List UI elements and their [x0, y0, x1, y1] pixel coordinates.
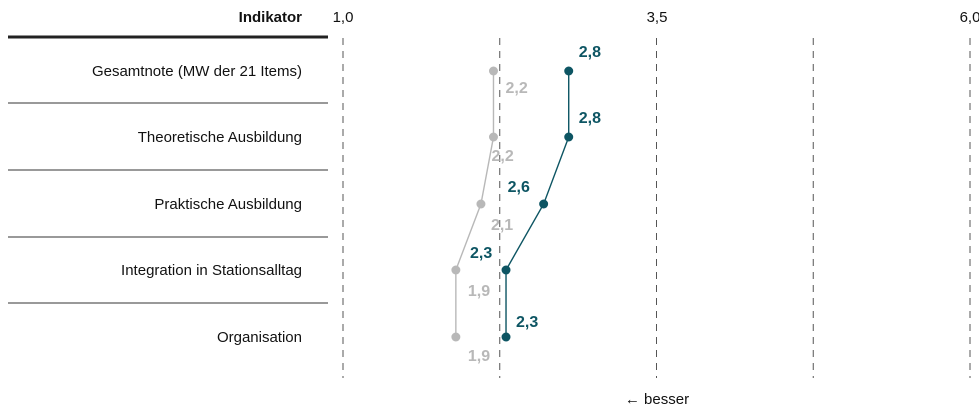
- series-grey: [451, 66, 498, 342]
- header-indikator: Indikator: [239, 9, 303, 26]
- data-point: [564, 132, 574, 142]
- x-tick-label-min: 1,0: [333, 9, 354, 26]
- data-label: 2,8: [579, 44, 601, 61]
- x-tick-label-mid: 3,5: [647, 9, 668, 26]
- data-label: 2,6: [508, 179, 530, 196]
- category-label: Integration in Stationsalltag: [121, 262, 302, 279]
- data-point: [488, 66, 498, 76]
- better-direction-note: ← besser: [625, 391, 689, 408]
- data-label: 2,1: [491, 217, 513, 234]
- data-label: 2,2: [505, 80, 527, 97]
- gridlines: [342, 38, 971, 378]
- data-label: 2,8: [579, 110, 601, 127]
- row-labels: Gesamtnote (MW der 21 Items) Theoretische…: [8, 63, 328, 346]
- x-tick-label-max: 6,0: [960, 9, 979, 26]
- category-label: Theoretische Ausbildung: [138, 129, 302, 146]
- data-point: [539, 199, 549, 209]
- data-point: [501, 332, 511, 342]
- data-point: [451, 332, 461, 342]
- data-label: 1,9: [468, 348, 490, 365]
- data-label: 2,3: [470, 245, 492, 262]
- data-point: [451, 265, 461, 275]
- series-dark: [501, 66, 574, 342]
- category-label: Praktische Ausbildung: [154, 196, 302, 213]
- data-point: [564, 66, 574, 76]
- data-point: [476, 199, 486, 209]
- series-line: [505, 71, 570, 337]
- data-label: 2,2: [491, 148, 513, 165]
- category-label: Organisation: [217, 329, 302, 346]
- data-label: 1,9: [468, 283, 490, 300]
- data-point: [488, 132, 498, 142]
- series-group: 2,8 2,8 2,6 2,3 2,3 2,2 2,2 2,1 1,9 1,9: [451, 44, 601, 365]
- category-label: Gesamtnote (MW der 21 Items): [92, 63, 302, 80]
- data-label: 2,3: [516, 314, 538, 331]
- data-point: [501, 265, 511, 275]
